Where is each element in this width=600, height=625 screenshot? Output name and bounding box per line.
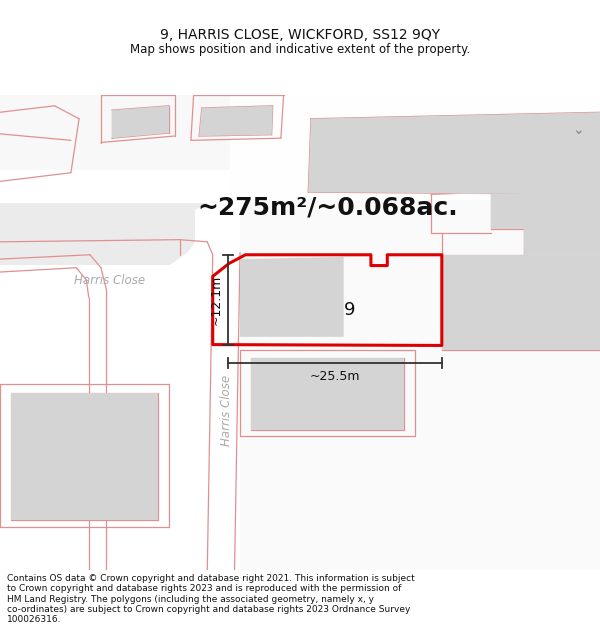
Polygon shape xyxy=(195,200,240,570)
Polygon shape xyxy=(0,200,215,275)
Text: ~275m²/~0.068ac.: ~275m²/~0.068ac. xyxy=(197,195,458,219)
Polygon shape xyxy=(308,112,600,194)
Text: Map shows position and indicative extent of the property.: Map shows position and indicative extent… xyxy=(130,44,470,56)
Text: Harris Close: Harris Close xyxy=(74,274,145,287)
Polygon shape xyxy=(112,106,169,138)
Polygon shape xyxy=(240,200,600,570)
Polygon shape xyxy=(240,257,344,337)
Text: 9, HARRIS CLOSE, WICKFORD, SS12 9QY: 9, HARRIS CLOSE, WICKFORD, SS12 9QY xyxy=(160,28,440,42)
FancyBboxPatch shape xyxy=(0,95,600,170)
Polygon shape xyxy=(0,203,207,265)
Text: ~12.1m: ~12.1m xyxy=(209,274,223,325)
Text: 9: 9 xyxy=(344,301,356,319)
Text: ⌄: ⌄ xyxy=(572,122,584,136)
Polygon shape xyxy=(230,95,600,345)
Polygon shape xyxy=(230,190,600,390)
Text: ~25.5m: ~25.5m xyxy=(310,370,360,383)
Polygon shape xyxy=(431,192,600,255)
Polygon shape xyxy=(11,393,158,521)
Text: Contains OS data © Crown copyright and database right 2021. This information is : Contains OS data © Crown copyright and d… xyxy=(7,574,415,624)
Polygon shape xyxy=(442,255,600,350)
Text: Harris Close: Harris Close xyxy=(220,374,233,446)
Polygon shape xyxy=(240,95,600,190)
Polygon shape xyxy=(199,106,273,136)
Polygon shape xyxy=(251,358,404,429)
